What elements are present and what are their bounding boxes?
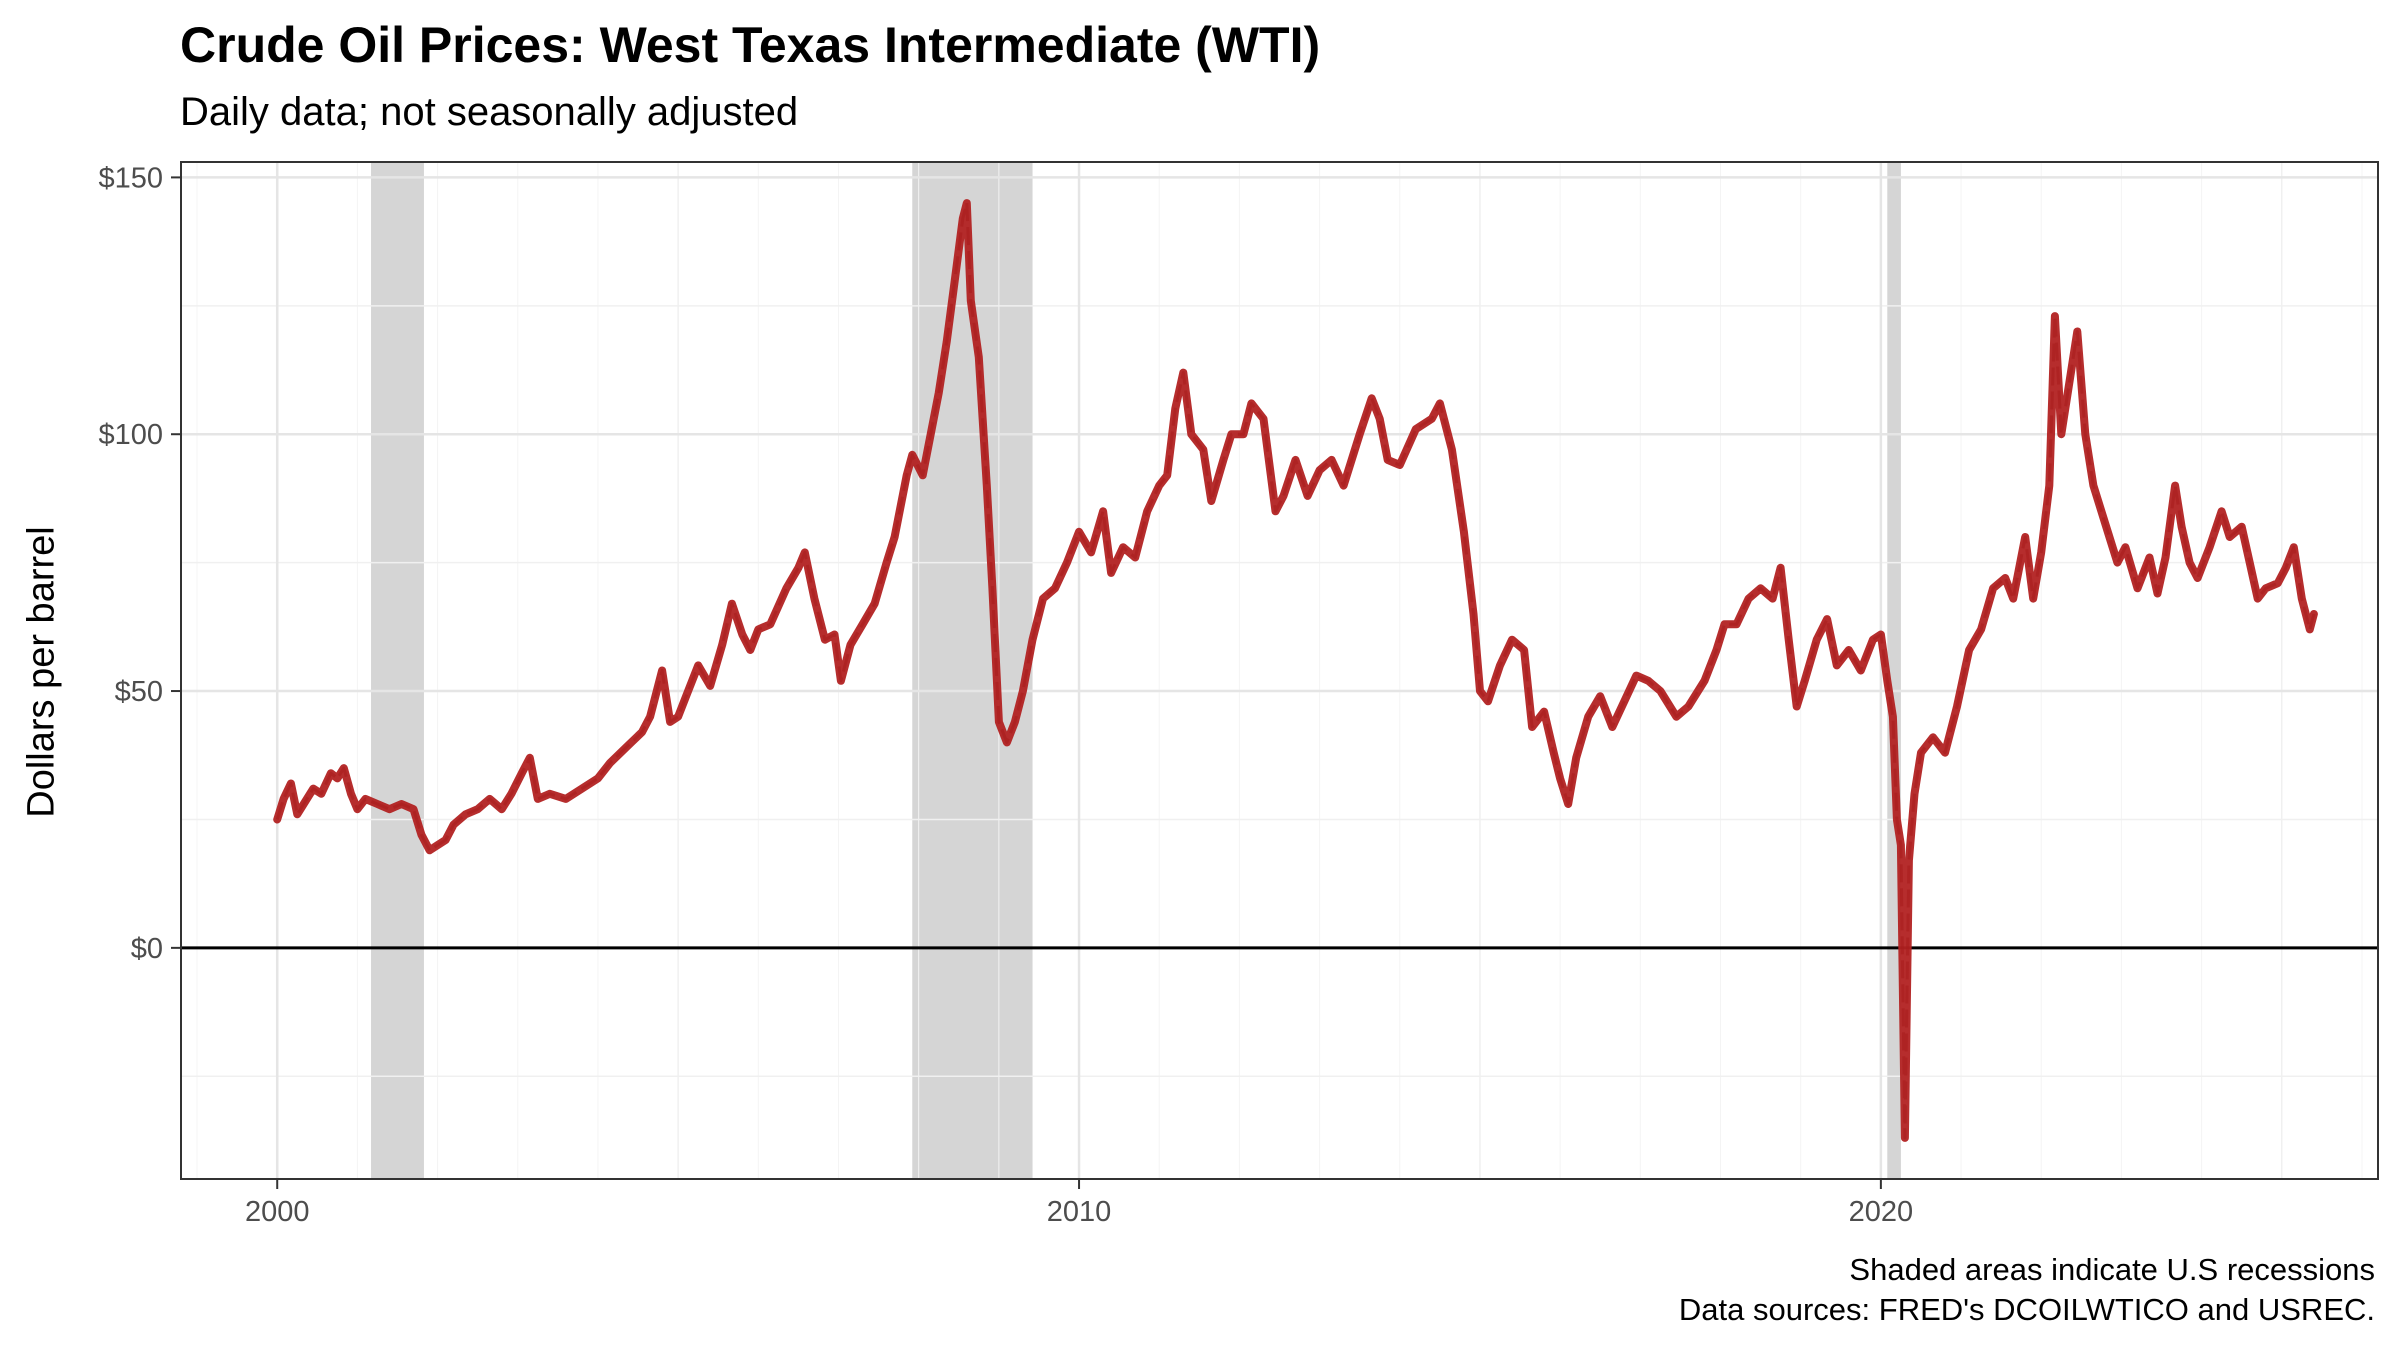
chart-subtitle: Daily data; not seasonally adjusted [180, 90, 799, 134]
recession-band [371, 162, 424, 1179]
recession-band [1887, 162, 1901, 1179]
series-line-texture [275, 201, 2316, 1140]
price-series [273, 199, 2318, 1142]
y-tick-label: $0 [131, 933, 163, 965]
y-tick-label: $50 [115, 676, 163, 708]
y-tick-label: $150 [98, 162, 163, 194]
caption-sources: Data sources: FRED's DCOILWTICO and USRE… [1678, 1292, 2375, 1327]
x-tick-label: 2020 [1849, 1196, 1914, 1228]
plot-panel-border [180, 161, 2379, 1180]
plot-background [181, 162, 2378, 1179]
x-tick-label: 2010 [1047, 1196, 1112, 1228]
chart-title: Crude Oil Prices: West Texas Intermediat… [180, 17, 1321, 73]
axes: 2000 2010 2020 $0 $50 $100 $150 [98, 162, 1913, 1228]
y-tick-label: $100 [98, 419, 163, 451]
recession-shading [181, 162, 2378, 1179]
grid-lines [181, 162, 2378, 1179]
x-tick-label: 2000 [245, 1196, 310, 1228]
caption-recessions: Shaded areas indicate U.S recessions [1849, 1252, 2375, 1287]
